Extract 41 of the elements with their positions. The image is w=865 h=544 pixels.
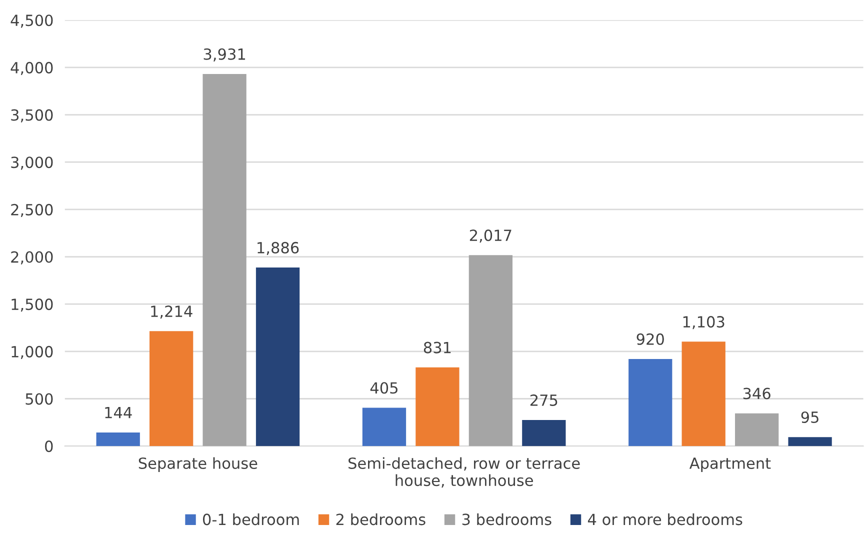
legend-label: 4 or more bedrooms <box>588 513 742 526</box>
data-label: 920 <box>636 333 664 345</box>
data-label: 275 <box>530 394 558 406</box>
bar <box>734 413 779 446</box>
legend-label: 0-1 bedroom <box>202 513 299 526</box>
y-tick-label: 500 <box>26 393 53 405</box>
bar <box>96 432 140 446</box>
bar <box>362 408 406 446</box>
y-tick-label: 3,000 <box>11 156 53 170</box>
data-label: 1,103 <box>683 316 724 330</box>
y-tick-label: 1,500 <box>12 298 53 312</box>
legend-label: 3 bedrooms <box>462 513 552 526</box>
bar <box>682 342 726 446</box>
data-label: 831 <box>424 342 451 354</box>
legend-label: 2 bedrooms <box>336 513 426 526</box>
bar <box>468 255 513 446</box>
y-tick-label: 2,500 <box>11 204 53 218</box>
y-tick-label: 4,000 <box>10 62 53 76</box>
y-tick-label: 2,000 <box>11 251 53 264</box>
y-tick-label: 0 <box>45 440 53 452</box>
data-label: 144 <box>105 407 132 418</box>
y-tick-label: 4,500 <box>10 14 53 28</box>
bar <box>202 74 246 446</box>
y-tick-label: 1,000 <box>12 346 53 360</box>
y-tick-label: 3,500 <box>11 109 53 122</box>
x-tick-label: Apartment <box>689 458 771 472</box>
bar <box>628 358 672 446</box>
bar <box>256 268 300 446</box>
bar <box>150 331 194 446</box>
bar <box>416 367 460 446</box>
data-label: 3,931 <box>204 48 246 62</box>
bar <box>522 420 566 446</box>
data-label: 405 <box>370 382 398 394</box>
data-label: 95 <box>801 411 818 424</box>
data-label: 2,017 <box>470 230 512 243</box>
bar <box>788 437 832 446</box>
data-label: 1,214 <box>151 306 192 319</box>
x-tick-label: Separate house <box>138 457 258 472</box>
data-label: 1,886 <box>258 242 299 256</box>
x-tick-label: Semi-detached, row or terrace house, townhouse <box>348 457 580 488</box>
data-label: 346 <box>743 388 770 400</box>
